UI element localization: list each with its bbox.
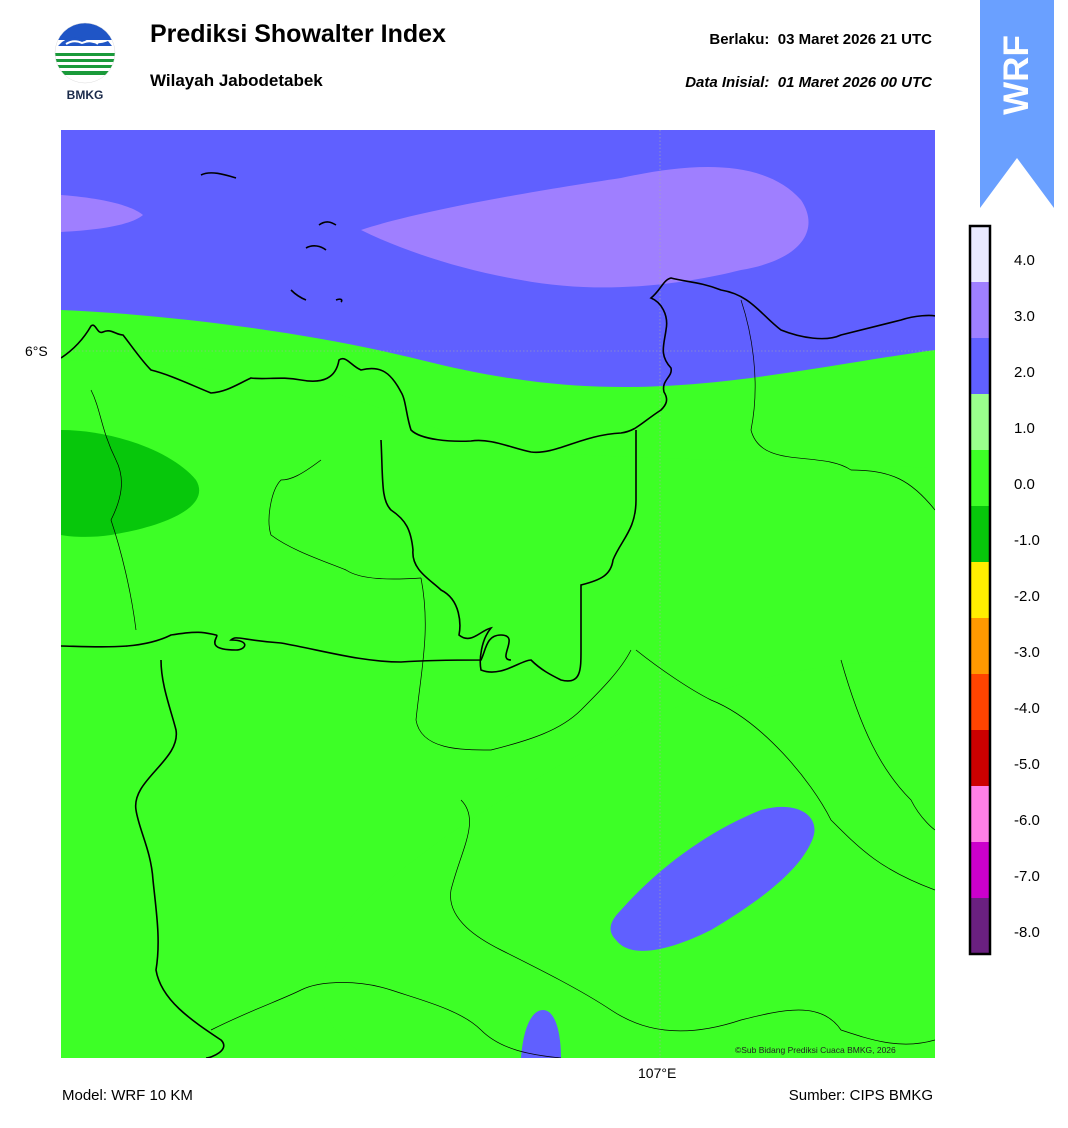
legend-tick-label: -7.0 [1014, 868, 1040, 885]
valid-time: Berlaku: 03 Maret 2026 21 UTC [709, 31, 932, 48]
legend-tick-label: 2.0 [1014, 364, 1035, 381]
legend-swatch [970, 786, 990, 842]
legend-swatch [970, 730, 990, 786]
legend-tick-label: -2.0 [1014, 588, 1040, 605]
latitude-label: 6°S [25, 343, 48, 359]
page-title: Prediksi Showalter Index [150, 20, 446, 48]
longitude-label: 107°E [638, 1065, 677, 1081]
wrf-badge [980, 0, 1054, 208]
legend-swatch [970, 506, 990, 562]
legend-tick-label: -4.0 [1014, 700, 1040, 717]
legend-swatch [970, 282, 990, 338]
legend-frame [968, 224, 992, 956]
legend-tick-label: 4.0 [1014, 252, 1035, 269]
model-label: Model: WRF 10 KM [62, 1087, 193, 1104]
init-label: Data Inisial: [685, 74, 770, 91]
legend-swatch [970, 618, 990, 674]
legend-tick-label: 0.0 [1014, 476, 1035, 493]
legend-tick-label: 3.0 [1014, 308, 1035, 325]
legend-tick-label: -6.0 [1014, 812, 1040, 829]
legend-swatch [970, 394, 990, 450]
legend-swatch [970, 562, 990, 618]
legend-tick-label: -8.0 [1014, 924, 1040, 941]
showalter-index-map[interactable] [61, 130, 935, 1058]
source-label: Sumber: CIPS BMKG [788, 1087, 933, 1104]
legend-swatch [970, 338, 990, 394]
legend-tick-label: -1.0 [1014, 532, 1040, 549]
legend-swatch [970, 674, 990, 730]
legend-tick-label: -5.0 [1014, 756, 1040, 773]
valid-label: Berlaku: [709, 31, 770, 48]
graticule [61, 130, 935, 1058]
bmkg-logo: BMKG [54, 22, 116, 102]
legend-tick-label: -3.0 [1014, 644, 1040, 661]
region-subtitle: Wilayah Jabodetabek [150, 71, 323, 90]
logo-text: BMKG [67, 88, 104, 102]
legend-swatch [970, 898, 990, 954]
index-fill-layer [61, 130, 935, 1058]
init-time: Data Inisial: 01 Maret 2026 00 UTC [685, 74, 932, 91]
legend-swatch [970, 226, 990, 282]
init-value: 01 Maret 2026 00 UTC [777, 74, 932, 91]
legend-tick-label: 1.0 [1014, 420, 1035, 437]
map-credit: ©Sub Bidang Prediksi Cuaca BMKG, 2026 [735, 1045, 896, 1055]
valid-value: 03 Maret 2026 21 UTC [777, 31, 932, 48]
legend-swatch [970, 450, 990, 506]
coastline-layer [61, 172, 935, 1058]
wrf-badge-text: WRF [997, 35, 1037, 115]
legend-colorbar [968, 224, 992, 956]
legend-swatch [970, 842, 990, 898]
